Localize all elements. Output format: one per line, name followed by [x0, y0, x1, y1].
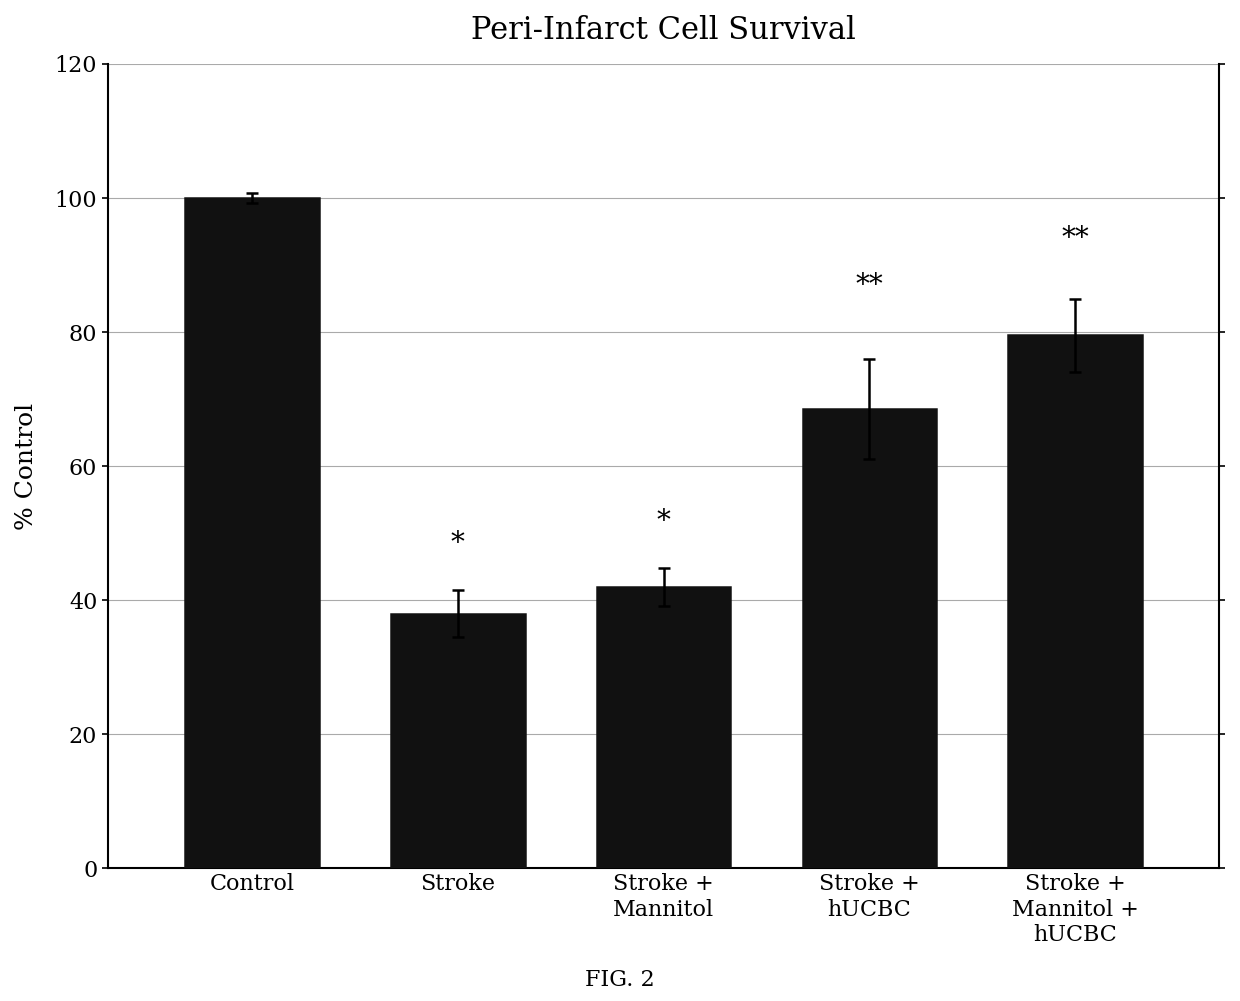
Text: **: **	[856, 271, 883, 298]
Title: Peri-Infarct Cell Survival: Peri-Infarct Cell Survival	[471, 15, 856, 46]
Bar	[185, 198, 319, 868]
Text: *: *	[451, 530, 465, 557]
Bar	[391, 614, 525, 868]
Bar	[802, 409, 936, 868]
Bar	[1008, 335, 1142, 868]
Bar	[596, 587, 730, 868]
Text: *: *	[657, 508, 671, 535]
Text: FIG. 2: FIG. 2	[585, 969, 655, 991]
Text: **: **	[1061, 224, 1089, 251]
Y-axis label: % Control: % Control	[15, 402, 38, 530]
